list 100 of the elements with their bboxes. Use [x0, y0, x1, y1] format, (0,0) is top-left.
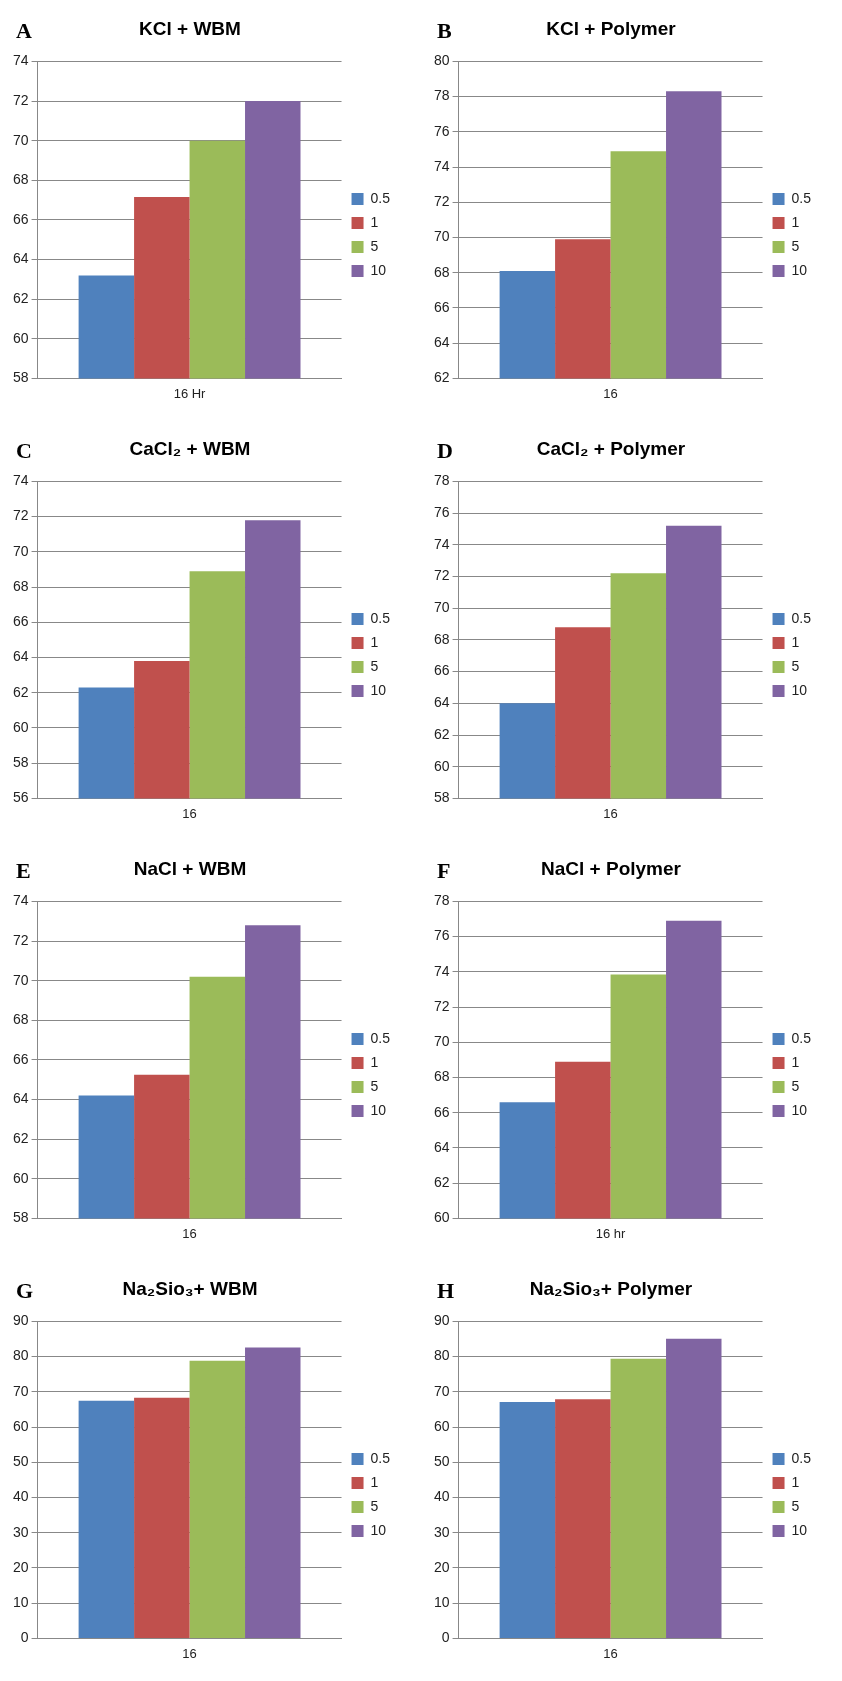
legend-label: 5 — [370, 1077, 379, 1094]
y-tick-label: 64 — [12, 250, 29, 267]
y-tick-label: 72 — [433, 193, 450, 210]
y-tick-label: 70 — [12, 971, 29, 988]
x-tick-label: 16 — [182, 805, 197, 821]
y-tick-label: 72 — [433, 997, 450, 1014]
chart-title: KCl + WBM — [138, 18, 242, 40]
text: E — [16, 858, 31, 884]
legend-label: 1 — [370, 213, 379, 230]
bar — [134, 1397, 190, 1638]
legend-label: 10 — [370, 1101, 387, 1118]
y-tick-label: 68 — [433, 263, 450, 280]
y-tick-label: 90 — [433, 1312, 450, 1329]
legend-label: 1 — [791, 1053, 800, 1070]
text: F — [437, 858, 451, 884]
y-tick-label: 30 — [433, 1523, 450, 1540]
y-tick-label: 60 — [12, 718, 29, 735]
legend-label: 5 — [370, 657, 379, 674]
y-tick-label: 68 — [12, 1011, 29, 1028]
y-tick-label: 30 — [12, 1523, 29, 1540]
y-tick-label: 64 — [433, 334, 450, 351]
y-tick-label: 10 — [433, 1594, 450, 1611]
y-tick-label: 62 — [433, 725, 450, 742]
y-tick-label: 78 — [433, 87, 450, 104]
chart-title: KCl + Polymer — [545, 18, 677, 40]
y-tick-label: 66 — [12, 1050, 29, 1067]
chart-title: NaCl + Polymer — [540, 858, 682, 880]
y-tick-label: 66 — [12, 210, 29, 227]
y-tick-label: 80 — [433, 1347, 450, 1364]
text: H — [437, 1278, 455, 1304]
y-tick-label: 64 — [12, 1090, 29, 1107]
y-tick-label: 66 — [433, 298, 450, 315]
y-tick-label: 64 — [12, 648, 29, 665]
x-tick-label: 16 — [182, 1225, 197, 1241]
y-tick-label: 56 — [12, 789, 29, 806]
y-tick-label: 66 — [433, 1103, 450, 1120]
legend-label: 10 — [791, 261, 808, 278]
legend-label: 0.5 — [370, 1449, 391, 1466]
legend-label: 1 — [791, 633, 800, 650]
legend-label: 5 — [791, 657, 800, 674]
y-tick-label: 70 — [433, 228, 450, 245]
legend-label: 5 — [791, 237, 800, 254]
y-tick-label: 72 — [433, 567, 450, 584]
legend-label: 0.5 — [791, 1029, 812, 1046]
y-tick-label: 78 — [433, 472, 450, 489]
legend-label: 0.5 — [791, 609, 812, 626]
y-tick-label: 60 — [433, 757, 450, 774]
legend-label: 10 — [791, 681, 808, 698]
x-tick-label: 16 — [182, 1645, 197, 1661]
y-tick-label: 64 — [433, 694, 450, 711]
y-tick-label: 72 — [12, 507, 29, 524]
y-tick-label: 50 — [433, 1453, 450, 1470]
y-tick-label: 70 — [12, 1382, 29, 1399]
y-tick-label: 62 — [433, 369, 450, 386]
legend-label: 0.5 — [791, 189, 812, 206]
y-tick-label: 76 — [433, 122, 450, 139]
y-tick-label: 80 — [12, 1347, 29, 1364]
legend-label: 0.5 — [370, 189, 391, 206]
y-tick-label: 68 — [433, 1068, 450, 1085]
y-tick-label: 62 — [12, 1130, 29, 1147]
legend-label: 1 — [370, 1473, 379, 1490]
chart-title: CaCl₂ + Polymer — [535, 438, 687, 460]
y-tick-label: 60 — [12, 1169, 29, 1186]
bar — [78, 1400, 135, 1638]
y-tick-label: 40 — [433, 1488, 450, 1505]
x-tick-label: 16 hr — [595, 1225, 627, 1241]
legend-label: 5 — [791, 1497, 800, 1514]
legend-label: 5 — [791, 1077, 800, 1094]
y-tick-label: 74 — [433, 157, 450, 174]
y-tick-label: 60 — [12, 329, 29, 346]
y-tick-label: 74 — [12, 472, 29, 489]
chart-title: NaCl + WBM — [132, 858, 248, 880]
text: D — [437, 438, 453, 464]
y-tick-label: 20 — [433, 1558, 450, 1575]
y-tick-label: 68 — [12, 577, 29, 594]
bar — [189, 1360, 246, 1638]
legend-label: 5 — [370, 237, 379, 254]
legend-label: 1 — [370, 1053, 379, 1070]
y-tick-label: 0 — [441, 1629, 450, 1646]
y-tick-label: 10 — [12, 1594, 29, 1611]
y-tick-label: 70 — [433, 1382, 450, 1399]
chart-title: Na₂Sio₃+ WBM — [121, 1278, 259, 1300]
y-tick-label: 70 — [433, 1033, 450, 1050]
legend-label: 10 — [791, 1101, 808, 1118]
legend-label: 10 — [791, 1521, 808, 1538]
y-tick-label: 74 — [433, 535, 450, 552]
y-tick-label: 62 — [433, 1174, 450, 1191]
y-tick-label: 76 — [433, 503, 450, 520]
y-tick-label: 62 — [12, 290, 29, 307]
y-tick-label: 0 — [20, 1629, 29, 1646]
legend-label: 0.5 — [370, 609, 391, 626]
y-tick-label: 74 — [12, 52, 29, 69]
y-tick-label: 58 — [12, 754, 29, 771]
y-tick-label: 80 — [433, 52, 450, 69]
text: G — [16, 1278, 34, 1304]
y-tick-label: 64 — [433, 1138, 450, 1155]
legend-label: 10 — [370, 1521, 387, 1538]
y-tick-label: 40 — [12, 1488, 29, 1505]
y-tick-label: 70 — [433, 599, 450, 616]
chart-title: CaCl₂ + WBM — [128, 438, 252, 460]
